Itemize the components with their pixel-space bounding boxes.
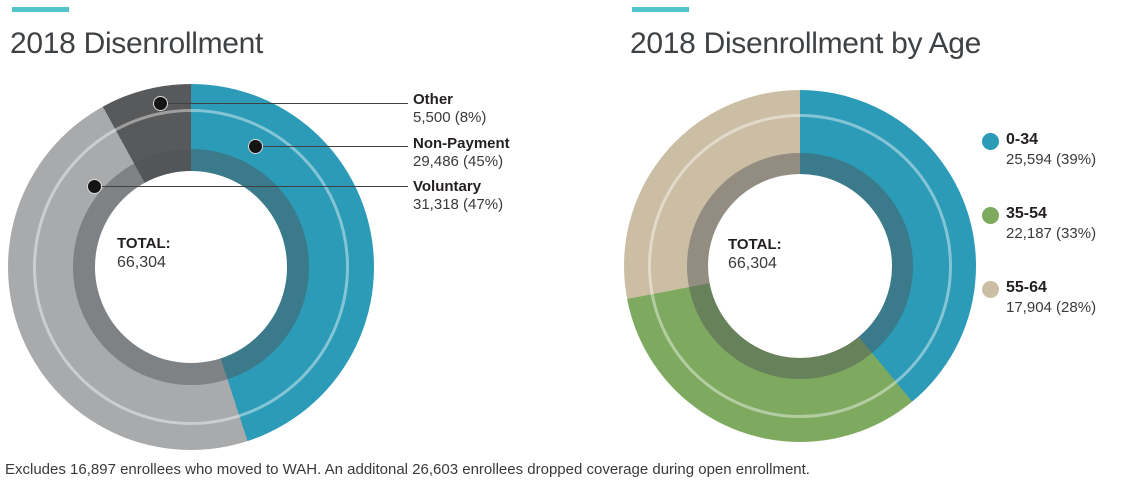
callout-label-voluntary: Voluntary 31,318 (47%) bbox=[413, 178, 503, 214]
callout-line-voluntary bbox=[94, 186, 408, 187]
callout-line-non-payment bbox=[255, 146, 408, 147]
legend-item-35-54: 35-54 22,187 (33%) bbox=[1006, 204, 1096, 243]
legend-name: 0-34 bbox=[1006, 131, 1039, 148]
accent-bar bbox=[632, 7, 689, 12]
donut-total: TOTAL: 66,304 bbox=[728, 236, 782, 273]
legend-dot-55-64 bbox=[982, 281, 999, 298]
callout-dot-voluntary bbox=[87, 179, 102, 194]
donut-hole bbox=[95, 171, 287, 363]
donut-outer-highlight-ring bbox=[32, 108, 350, 426]
donut-outer-highlight-ring bbox=[647, 113, 953, 419]
legend-value: 17,904 (28%) bbox=[1006, 299, 1097, 316]
callout-line-other bbox=[160, 103, 408, 104]
chart-title: 2018 Disenrollment bbox=[10, 27, 264, 60]
callout-label-non-payment: Non-Payment 29,486 (45%) bbox=[413, 135, 510, 171]
callout-dot-other bbox=[153, 96, 168, 111]
legend-dot-0-34 bbox=[982, 133, 999, 150]
total-label: TOTAL: bbox=[117, 235, 171, 252]
donut-total: TOTAL: 66,304 bbox=[117, 235, 171, 272]
legend-item-0-34: 0-34 25,594 (39%) bbox=[1006, 130, 1096, 169]
callout-label-other: Other 5,500 (8%) bbox=[413, 91, 486, 127]
segment-value: 5,500 (8%) bbox=[413, 109, 487, 126]
legend-name: 55-64 bbox=[1006, 279, 1047, 296]
legend-name: 35-54 bbox=[1006, 205, 1047, 222]
total-label: TOTAL: bbox=[728, 236, 782, 253]
legend-value: 22,187 (33%) bbox=[1006, 225, 1097, 242]
callout-dot-non-payment bbox=[248, 139, 263, 154]
donut-hole bbox=[707, 173, 893, 359]
chart-title: 2018 Disenrollment by Age bbox=[630, 27, 982, 60]
donut-chart-disenrollment-by-age: TOTAL: 66,304 bbox=[624, 90, 976, 442]
legend-value: 25,594 (39%) bbox=[1006, 151, 1097, 168]
segment-name: Voluntary bbox=[413, 178, 482, 195]
total-value: 66,304 bbox=[117, 254, 166, 271]
segment-name: Non-Payment bbox=[413, 135, 510, 152]
total-value: 66,304 bbox=[728, 255, 777, 272]
segment-value: 29,486 (45%) bbox=[413, 153, 504, 170]
accent-bar bbox=[12, 7, 69, 12]
segment-value: 31,318 (47%) bbox=[413, 196, 504, 213]
donut-chart-disenrollment: TOTAL: 66,304 bbox=[8, 84, 374, 450]
footnote: Excludes 16,897 enrollees who moved to W… bbox=[5, 461, 810, 478]
segment-name: Other bbox=[413, 91, 454, 108]
legend-dot-35-54 bbox=[982, 207, 999, 224]
legend-item-55-64: 55-64 17,904 (28%) bbox=[1006, 278, 1096, 317]
